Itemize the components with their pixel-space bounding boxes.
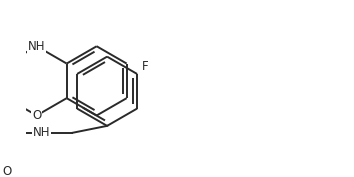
Text: NH: NH: [33, 126, 50, 139]
Text: O: O: [2, 165, 11, 177]
Text: O: O: [32, 109, 41, 122]
Text: F: F: [142, 60, 148, 73]
Text: NH: NH: [28, 40, 45, 53]
